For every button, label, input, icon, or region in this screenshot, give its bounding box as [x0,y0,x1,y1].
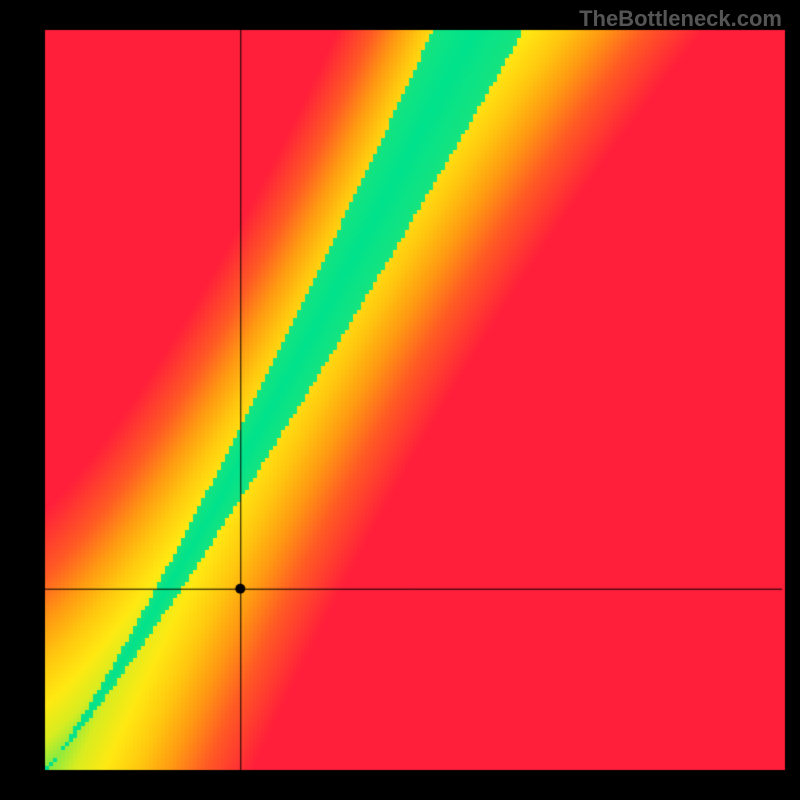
bottleneck-heatmap [0,0,800,800]
watermark-text: TheBottleneck.com [579,6,782,32]
